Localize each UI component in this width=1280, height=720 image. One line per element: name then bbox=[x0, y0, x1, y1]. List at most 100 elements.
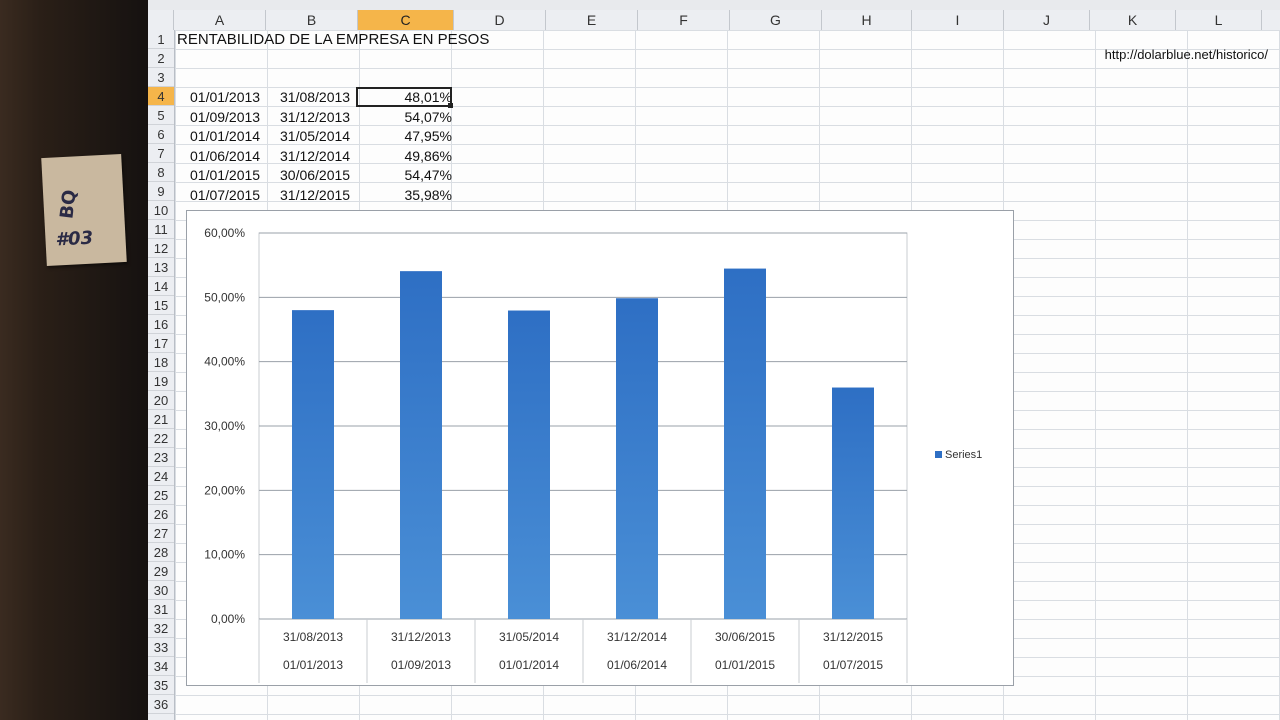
bar bbox=[508, 310, 550, 619]
row-header-11[interactable]: 11 bbox=[148, 220, 174, 239]
row-header-19[interactable]: 19 bbox=[148, 372, 174, 391]
row-header-5[interactable]: 5 bbox=[148, 106, 174, 125]
x-tick-label-bottom: 01/09/2013 bbox=[391, 658, 451, 672]
column-header-a[interactable]: A bbox=[174, 10, 266, 30]
percentage-cell[interactable]: 49,86% bbox=[404, 147, 452, 164]
column-header-i[interactable]: I bbox=[912, 10, 1004, 30]
row-header-3[interactable]: 3 bbox=[148, 68, 174, 87]
x-tick-label-top: 31/08/2013 bbox=[283, 630, 343, 644]
column-header-g[interactable]: G bbox=[730, 10, 822, 30]
row-header-24[interactable]: 24 bbox=[148, 467, 174, 486]
row-header-13[interactable]: 13 bbox=[148, 258, 174, 277]
row-header-17[interactable]: 17 bbox=[148, 334, 174, 353]
row-header-7[interactable]: 7 bbox=[148, 144, 174, 163]
row-header-9[interactable]: 9 bbox=[148, 182, 174, 201]
row-header-8[interactable]: 8 bbox=[148, 163, 174, 182]
x-tick-label-bottom: 01/01/2015 bbox=[715, 658, 775, 672]
selected-cell-border bbox=[356, 87, 452, 107]
start-date-cell[interactable]: 01/09/2013 bbox=[190, 108, 261, 125]
end-date-cell[interactable]: 31/12/2013 bbox=[280, 108, 351, 125]
row-header-31[interactable]: 31 bbox=[148, 600, 174, 619]
percentage-cell[interactable]: 47,95% bbox=[404, 128, 452, 144]
column-header-l[interactable]: L bbox=[1176, 10, 1262, 30]
bar bbox=[724, 268, 766, 619]
bar bbox=[616, 298, 658, 619]
row-header-6[interactable]: 6 bbox=[148, 125, 174, 144]
row-header-33[interactable]: 33 bbox=[148, 638, 174, 657]
bar bbox=[400, 271, 442, 619]
start-date-cell[interactable]: 01/01/2013 bbox=[190, 89, 261, 105]
start-date-cell[interactable]: 01/01/2014 bbox=[190, 128, 261, 144]
percentage-cell[interactable]: 48,01% bbox=[404, 89, 452, 105]
y-tick-label: 10,00% bbox=[204, 548, 245, 562]
row-header-26[interactable]: 26 bbox=[148, 505, 174, 524]
row-header-15[interactable]: 15 bbox=[148, 296, 174, 315]
y-tick-label: 30,00% bbox=[204, 419, 245, 433]
row-header-32[interactable]: 32 bbox=[148, 619, 174, 638]
legend-swatch bbox=[935, 451, 942, 458]
start-date-cell[interactable]: 01/01/2015 bbox=[190, 167, 261, 183]
end-date-cell[interactable]: 30/06/2015 bbox=[280, 167, 351, 183]
chart-canvas: 0,00% 10,00% 20,00% 30,00% 40,00% 50,00% 60,00… bbox=[204, 226, 982, 683]
end-date-cell[interactable]: 31/08/2013 bbox=[280, 89, 351, 105]
column-header-j[interactable]: J bbox=[1004, 10, 1090, 30]
row-header-25[interactable]: 25 bbox=[148, 486, 174, 505]
row-header-36[interactable]: 36 bbox=[148, 695, 174, 714]
end-date-cell[interactable]: 31/12/2014 bbox=[280, 147, 351, 164]
source-url-cell[interactable]: http://dolarblue.net/historico/ bbox=[1104, 47, 1268, 62]
row-header-23[interactable]: 23 bbox=[148, 448, 174, 467]
column-header-h[interactable]: H bbox=[822, 10, 912, 30]
select-all-corner[interactable] bbox=[148, 10, 174, 30]
x-tick-label-bottom: 01/07/2015 bbox=[823, 658, 883, 672]
column-header-f[interactable]: F bbox=[638, 10, 730, 30]
row-header-21[interactable]: 21 bbox=[148, 410, 174, 429]
bar bbox=[292, 310, 334, 619]
x-tick-label-bottom: 01/06/2014 bbox=[607, 658, 667, 672]
column-header-d[interactable]: D bbox=[454, 10, 546, 30]
column-header-c[interactable]: C bbox=[358, 10, 454, 30]
start-date-cell[interactable]: 01/06/2014 bbox=[190, 147, 261, 164]
row-header-35[interactable]: 35 bbox=[148, 676, 174, 695]
y-tick-label: 60,00% bbox=[204, 226, 245, 240]
row-header-16[interactable]: 16 bbox=[148, 315, 174, 334]
row-header-22[interactable]: 22 bbox=[148, 429, 174, 448]
x-tick-label-bottom: 01/01/2014 bbox=[499, 658, 559, 672]
row-header-20[interactable]: 20 bbox=[148, 391, 174, 410]
column-header-k[interactable]: K bbox=[1090, 10, 1176, 30]
bar bbox=[832, 387, 874, 619]
row-header-4[interactable]: 4 bbox=[148, 87, 174, 106]
y-tick-label: 40,00% bbox=[204, 355, 245, 369]
fill-handle[interactable] bbox=[448, 103, 453, 108]
legend-label: Series1 bbox=[945, 449, 982, 461]
x-tick-label-top: 30/06/2015 bbox=[715, 630, 775, 644]
row-header-10[interactable]: 10 bbox=[148, 201, 174, 220]
row-header-30[interactable]: 30 bbox=[148, 581, 174, 600]
row-header-28[interactable]: 28 bbox=[148, 543, 174, 562]
row-header-14[interactable]: 14 bbox=[148, 277, 174, 296]
end-date-cell[interactable]: 31/12/2015 bbox=[280, 186, 351, 203]
y-tick-label: 0,00% bbox=[211, 612, 245, 626]
end-date-cell[interactable]: 31/05/2014 bbox=[280, 128, 351, 144]
row-header-18[interactable]: 18 bbox=[148, 353, 174, 372]
row-header-1[interactable]: 1 bbox=[148, 30, 174, 49]
y-tick-label: 50,00% bbox=[204, 290, 245, 304]
x-tick-label-bottom: 01/01/2013 bbox=[283, 658, 343, 672]
percentage-cell[interactable]: 54,07% bbox=[404, 108, 452, 125]
sheet-title-cell[interactable]: RENTABILIDAD DE LA EMPRESA EN PESOS bbox=[177, 31, 490, 48]
row-header-34[interactable]: 34 bbox=[148, 657, 174, 676]
row-header-2[interactable]: 2 bbox=[148, 49, 174, 68]
row-header-29[interactable]: 29 bbox=[148, 562, 174, 581]
start-date-cell[interactable]: 01/07/2015 bbox=[190, 186, 261, 203]
column-header-b[interactable]: B bbox=[266, 10, 358, 30]
row-header-27[interactable]: 27 bbox=[148, 524, 174, 543]
sticky-note-text: BQ bbox=[56, 188, 81, 221]
row-header-column: 1 2 3 4 5 6 7 8 9 10 11 12 13 14 15 16 17 18 19 20 21 22 23 24 2… bbox=[148, 30, 175, 720]
bar-chart[interactable]: 0,00% 10,00% 20,00% 30,00% 40,00% 50,00% 60,00… bbox=[186, 210, 1014, 686]
percentage-cell[interactable]: 54,47% bbox=[404, 167, 452, 183]
row-header-12[interactable]: 12 bbox=[148, 239, 174, 258]
x-tick-label-top: 31/05/2014 bbox=[499, 630, 559, 644]
percentage-cell[interactable]: 35,98% bbox=[404, 186, 452, 203]
column-header-e[interactable]: E bbox=[546, 10, 638, 30]
sticky-note: BQ #03 bbox=[41, 153, 127, 267]
